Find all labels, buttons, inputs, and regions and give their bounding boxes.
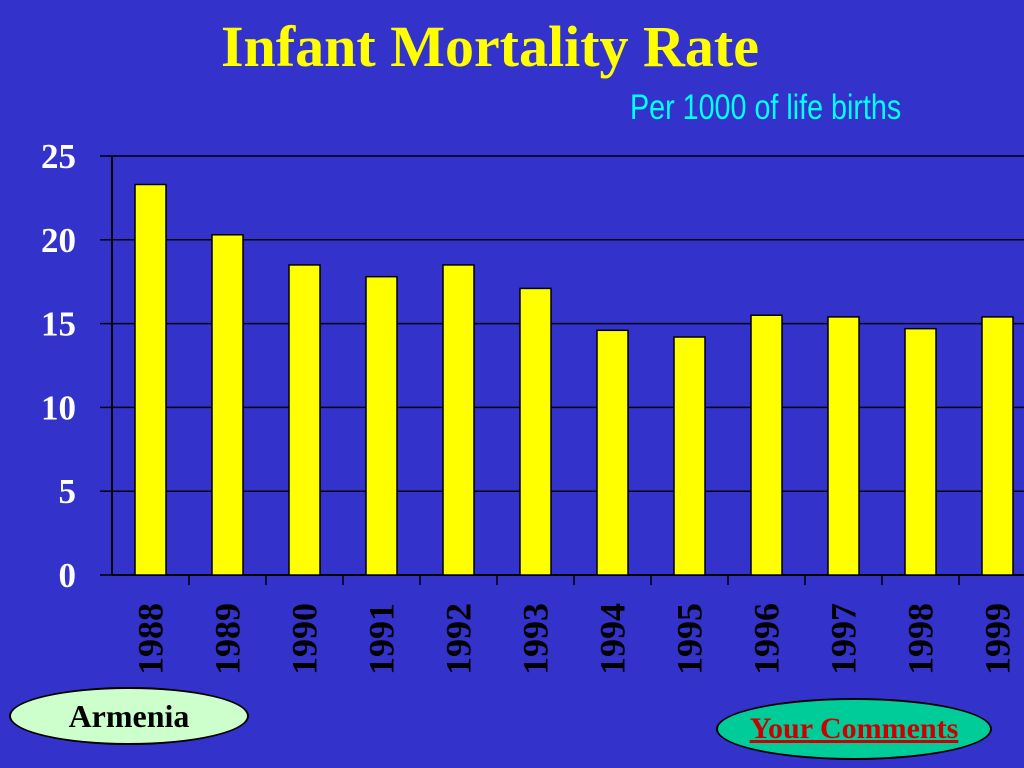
bar-1998	[904, 327, 937, 576]
bar-1994	[596, 329, 629, 576]
region-label: Armenia	[9, 687, 249, 745]
x-tick-label: 1989	[208, 603, 248, 675]
your-comments-link[interactable]: Your Comments	[716, 698, 992, 760]
bar-1999	[981, 316, 1014, 576]
bar-1990	[288, 264, 321, 576]
y-tick-label: 20	[41, 221, 76, 260]
bar-1993	[519, 287, 552, 576]
bar-1995	[673, 336, 706, 576]
x-tick-label: 1996	[747, 603, 787, 675]
x-tick-label: 1994	[593, 603, 633, 675]
x-tick-label: 1993	[516, 603, 556, 675]
x-tick-label: 1988	[131, 603, 171, 675]
x-tick-label: 1999	[978, 603, 1018, 675]
x-tick-label: 1997	[824, 603, 864, 675]
bar-1989	[211, 234, 244, 576]
x-tick-label: 1998	[901, 603, 941, 675]
y-tick-label: 25	[41, 137, 76, 176]
bar-1992	[442, 264, 475, 576]
bar-1988	[134, 183, 167, 576]
bar-chart: 0 5 10 15 20 25 1988 1989 1990 1991 1992 1993 1994 19…	[41, 137, 1024, 675]
x-tick-label: 1995	[670, 603, 710, 675]
x-tick-label: 1991	[362, 603, 402, 675]
x-tick-label: 1990	[285, 603, 325, 675]
bar-1997	[827, 316, 860, 576]
chart-subtitle: Per 1000 of life births	[630, 88, 902, 127]
bar-1991	[365, 275, 398, 576]
y-tick-label: 10	[41, 388, 76, 427]
x-tick-label: 1992	[439, 603, 479, 675]
y-tick-label: 0	[59, 556, 77, 595]
y-tick-label: 5	[59, 472, 77, 511]
chart-title: Infant Mortality Rate	[220, 14, 759, 79]
bar-1996	[750, 314, 783, 576]
y-tick-label: 15	[41, 305, 76, 344]
